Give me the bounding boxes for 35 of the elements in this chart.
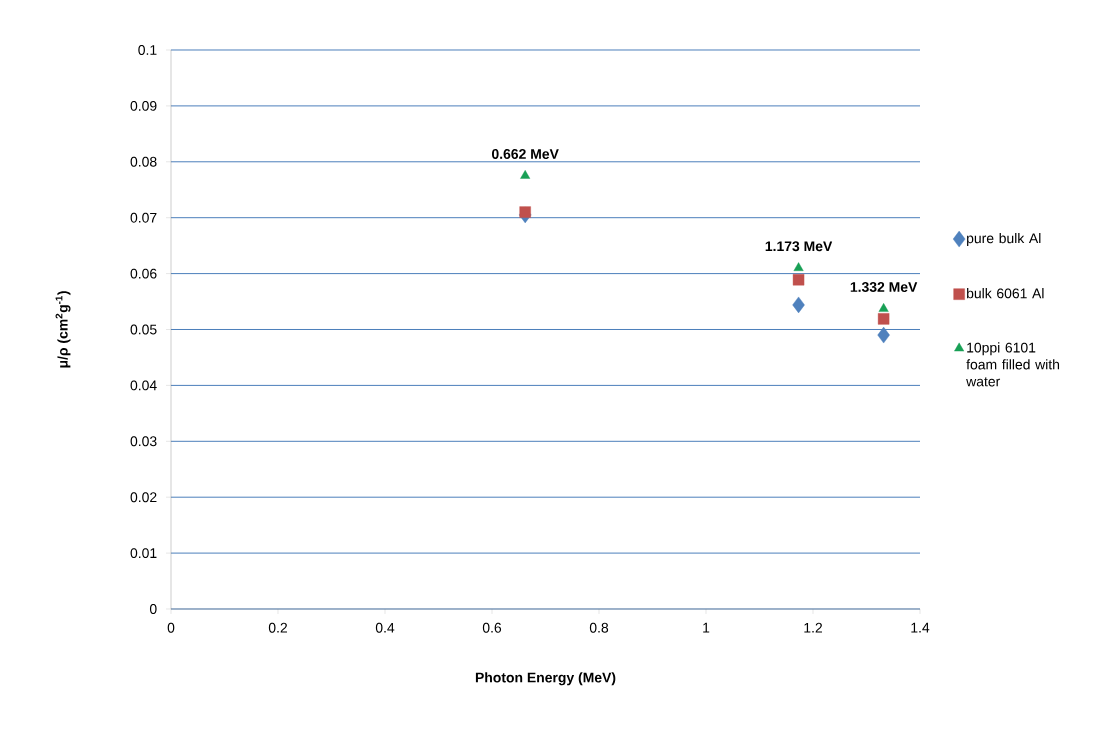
point: [792, 274, 805, 286]
y-tick-label: 0.05: [130, 324, 157, 335]
legend-label: 10ppi 6101 foam filled with water: [966, 342, 1060, 387]
annotation: 0.662 MeV: [491, 149, 559, 159]
legend-label: bulk 6061 Al: [967, 288, 1044, 299]
point: [792, 296, 805, 314]
y-tick-label: 0: [149, 604, 157, 614]
y-tick-label: 0.09: [130, 100, 157, 111]
x-tick-label: 1: [703, 622, 710, 633]
y-tick-label: 0.06: [130, 268, 157, 279]
y-tick-label: 0.04: [130, 380, 157, 391]
x-tick-label: 0.6: [482, 622, 502, 633]
x-tick-label: 0.2: [268, 622, 287, 633]
y-tick-label: 0.03: [130, 436, 157, 447]
x-tick-label: 0: [167, 622, 175, 633]
x-tick-label: 1.4: [911, 622, 930, 633]
y-tick-label: 0.07: [130, 212, 157, 223]
y-tick-label: 0.08: [130, 156, 157, 167]
y-tick-label: 0.1: [138, 45, 157, 55]
x-axis-title: Photon Energy (MeV): [475, 672, 616, 686]
point: [877, 313, 890, 325]
x-tick-label: 0.8: [589, 622, 609, 633]
annotation: 1.173 MeV: [765, 241, 833, 252]
legend-label: pure bulk Al: [967, 232, 1041, 246]
x-tick-label: 0.4: [375, 622, 395, 633]
point: [878, 303, 889, 312]
y-tick-label: 0.01: [130, 548, 157, 559]
x-tick-label: 1.2: [804, 622, 823, 633]
point: [520, 170, 531, 179]
point: [793, 262, 804, 271]
point: [519, 206, 531, 218]
point: [877, 326, 890, 344]
annotation: 1.332 MeV: [850, 282, 918, 292]
y-axis-title: μ/ρ (cm$^{2}$g$^{-1}$): [55, 291, 71, 368]
y-tick-label: 0.02: [130, 492, 157, 503]
